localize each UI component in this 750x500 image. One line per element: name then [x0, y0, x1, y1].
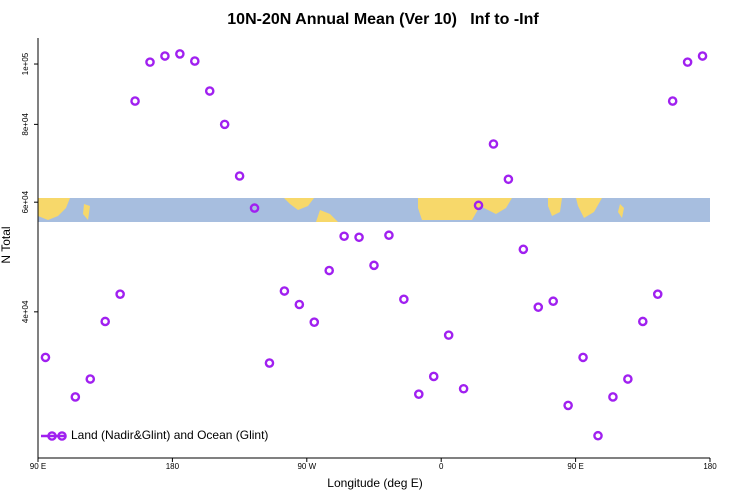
data-point — [413, 389, 424, 399]
data-point — [100, 316, 110, 327]
data-point — [40, 352, 51, 363]
data-point — [115, 289, 125, 299]
data-point — [294, 299, 305, 310]
data-point — [518, 244, 529, 255]
data-point — [204, 86, 215, 96]
legend-marker — [57, 431, 67, 441]
data-point — [175, 49, 185, 59]
data-point — [578, 352, 588, 363]
data-point — [533, 302, 544, 312]
chart-title: 10N-20N Annual Mean (Ver 10) Inf to -Inf — [227, 11, 539, 28]
data-point — [339, 231, 349, 242]
x-tick-label: 90 W — [297, 462, 316, 471]
data-point — [652, 289, 663, 299]
map-strip — [38, 198, 710, 222]
data-point — [279, 286, 290, 296]
data-point — [473, 200, 484, 211]
y-tick-label: 6e+04 — [21, 190, 30, 213]
data-point — [309, 317, 320, 327]
legend-label: Land (Nadir&Glint) and Ocean (Glint) — [71, 428, 268, 442]
data-point — [667, 96, 678, 106]
x-tick-label: 90 E — [567, 462, 583, 471]
legend-marker — [47, 431, 57, 441]
data-point — [70, 392, 81, 402]
data-point — [443, 330, 454, 340]
data-point — [682, 57, 693, 67]
data-point — [369, 260, 379, 271]
x-tick-label: 180 — [703, 462, 717, 471]
data-point — [160, 51, 170, 61]
data-point — [563, 400, 573, 411]
data-point — [399, 294, 409, 305]
y-tick-label: 8e+04 — [21, 113, 30, 136]
data-point — [428, 371, 439, 382]
data-point — [219, 119, 230, 130]
data-point — [503, 174, 514, 185]
data-point — [458, 383, 469, 394]
x-tick-label: 0 — [439, 462, 444, 471]
y-tick-label: 4e+04 — [21, 300, 30, 323]
data-point — [384, 230, 394, 241]
data-point — [234, 171, 245, 181]
data-point — [593, 430, 603, 441]
data-point — [354, 232, 364, 243]
data-point — [623, 374, 633, 384]
data-point — [130, 96, 140, 106]
data-point — [85, 374, 96, 384]
data-point — [488, 139, 499, 149]
data-point — [638, 316, 648, 327]
data-point — [608, 392, 618, 402]
data-point — [145, 57, 155, 67]
x-tick-label: 90 E — [30, 462, 46, 471]
data-point — [249, 203, 260, 213]
y-tick-label: 1e+05 — [21, 52, 30, 75]
x-tick-label: 180 — [166, 462, 180, 471]
data-point — [324, 265, 335, 276]
y-axis-label: N Total — [0, 226, 13, 263]
data-point — [697, 51, 708, 61]
x-axis-label: Longitude (deg E) — [327, 476, 422, 490]
data-point — [189, 56, 200, 66]
data-point — [264, 358, 275, 368]
data-point — [548, 296, 559, 307]
